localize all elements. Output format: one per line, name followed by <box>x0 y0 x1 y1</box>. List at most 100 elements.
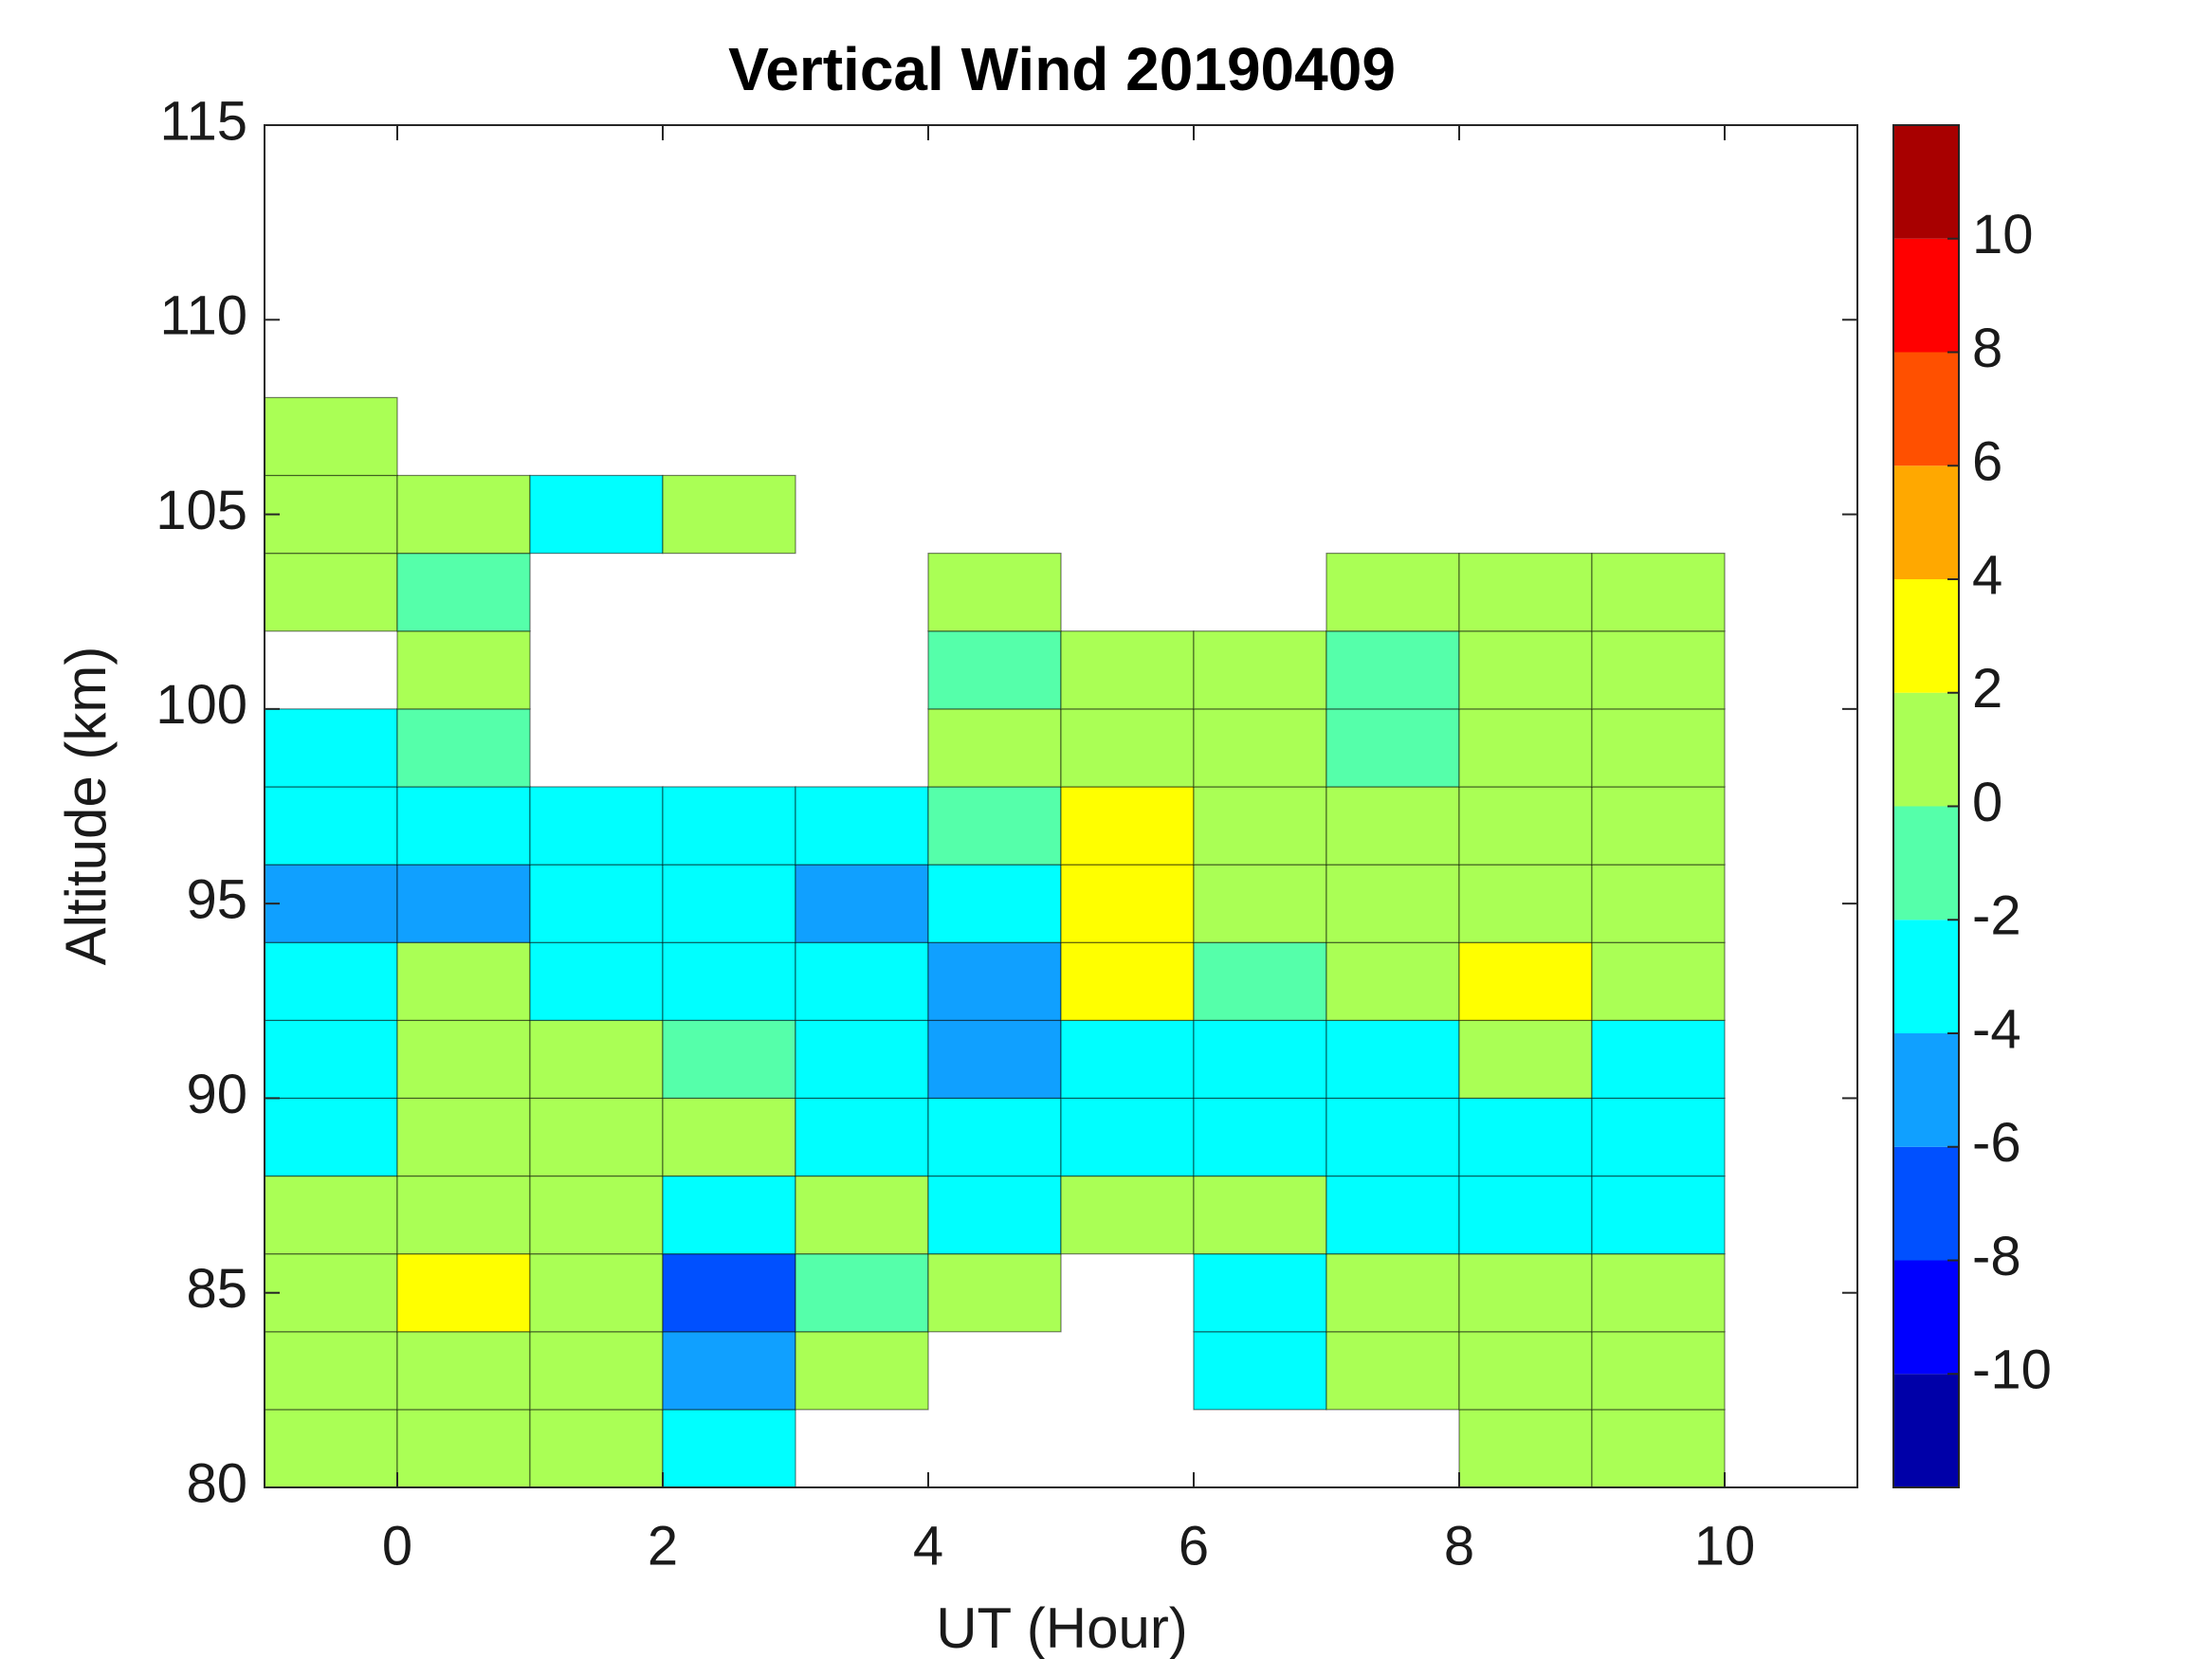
x-tick-label: 10 <box>1694 1515 1756 1577</box>
y-tick-label: 95 <box>186 868 247 930</box>
contour-cell <box>264 553 398 632</box>
contour-cell <box>927 786 1062 866</box>
contour-cell <box>1060 864 1195 943</box>
contour-cell <box>1325 1331 1460 1411</box>
contour-cell <box>1325 553 1460 632</box>
contour-cell <box>1458 941 1593 1021</box>
contour-cell <box>795 941 929 1021</box>
contour-cell <box>662 474 796 555</box>
contour-cell <box>1060 786 1195 866</box>
contour-cell <box>1591 1253 1726 1333</box>
contour-cell <box>1458 1175 1593 1255</box>
contour-cell <box>1591 941 1726 1021</box>
contour-cell <box>1325 708 1460 788</box>
contour-cell <box>529 864 664 943</box>
colorbar-segment <box>1893 579 1959 693</box>
contour-cell <box>927 630 1062 710</box>
contour-cell <box>1325 1175 1460 1255</box>
contour-cell <box>1458 1409 1593 1488</box>
contour-cell <box>264 1331 398 1411</box>
contour-cell <box>396 630 531 710</box>
colorbar-tick-label: 2 <box>1972 658 2002 720</box>
contour-cell <box>795 786 929 866</box>
contour-cell <box>927 864 1062 943</box>
contour-cell <box>396 1409 531 1488</box>
colorbar-tick-label: 0 <box>1972 772 2002 833</box>
contour-cell <box>529 941 664 1021</box>
contour-cell <box>1325 864 1460 943</box>
contour-cell <box>1193 708 1327 788</box>
contour-cell <box>662 1409 796 1488</box>
contour-cell <box>1591 1019 1726 1100</box>
contour-cell <box>1060 708 1195 788</box>
contour-cell <box>1325 1253 1460 1333</box>
contour-cell <box>927 1175 1062 1255</box>
contour-cell <box>662 1331 796 1411</box>
x-tick-label: 6 <box>1179 1515 1209 1577</box>
contour-cell <box>529 1097 664 1177</box>
colorbar-tick-label: -6 <box>1972 1112 2021 1174</box>
colorbar-segment <box>1893 920 1959 1033</box>
contour-cell <box>1458 1331 1593 1411</box>
contour-cell <box>1458 786 1593 866</box>
contour-cell <box>396 708 531 788</box>
contour-cell <box>795 1175 929 1255</box>
contour-cell <box>1193 1097 1327 1177</box>
colorbar-segment <box>1893 1260 1959 1375</box>
colorbar-tick-label: -8 <box>1972 1226 2021 1287</box>
contour-cell <box>396 941 531 1021</box>
contour-cell <box>795 864 929 943</box>
contour-cell <box>1193 1175 1327 1255</box>
contour-cell <box>1060 941 1195 1021</box>
contour-cell <box>529 1019 664 1100</box>
chart-title: Vertical Wind 20190409 <box>728 35 1396 103</box>
contour-cell <box>529 1331 664 1411</box>
contour-cell <box>529 1253 664 1333</box>
contour-cell <box>264 1019 398 1100</box>
contour-cell <box>396 1331 531 1411</box>
contour-cell <box>1591 1409 1726 1488</box>
contour-cell <box>1591 786 1726 866</box>
contour-cell <box>264 1175 398 1255</box>
colorbar-segment <box>1893 238 1959 353</box>
contour-cell <box>264 1253 398 1333</box>
contour-cell <box>1458 1097 1593 1177</box>
contour-cell <box>1060 1019 1195 1100</box>
contour-cell <box>396 1175 531 1255</box>
contour-cell <box>1458 708 1593 788</box>
contour-cell <box>529 1409 664 1488</box>
contour-cell <box>1591 708 1726 788</box>
contour-cell <box>1591 864 1726 943</box>
colorbar-tick-label: 8 <box>1972 318 2002 379</box>
contour-cell <box>264 708 398 788</box>
contour-cell <box>396 1019 531 1100</box>
contour-cell <box>1060 1097 1195 1177</box>
contour-cell <box>1591 630 1726 710</box>
contour-cell <box>396 864 531 943</box>
colorbar-tick-label: -2 <box>1972 885 2021 947</box>
contour-cell <box>1458 1253 1593 1333</box>
contour-cell <box>662 864 796 943</box>
contour-cell <box>1060 1175 1195 1255</box>
contour-cell <box>1325 1097 1460 1177</box>
y-tick-label: 80 <box>186 1452 247 1514</box>
y-tick-label: 90 <box>186 1064 247 1125</box>
contour-cell <box>529 474 664 555</box>
contour-cell <box>927 1253 1062 1333</box>
contour-cell <box>1193 941 1327 1021</box>
contour-cell <box>1591 553 1726 632</box>
contour-cell <box>1325 1019 1460 1100</box>
contour-cell <box>662 786 796 866</box>
contour-cell <box>1591 1175 1726 1255</box>
contour-cell <box>1325 941 1460 1021</box>
contour-cell <box>1193 1253 1327 1333</box>
contour-cell <box>396 1253 531 1333</box>
contour-cell <box>927 708 1062 788</box>
colorbar-segment <box>1893 352 1959 466</box>
x-tick-label: 8 <box>1444 1515 1474 1577</box>
contour-cell <box>396 474 531 555</box>
contour-cell <box>396 1097 531 1177</box>
contour-cell <box>1193 786 1327 866</box>
contour-cell <box>264 941 398 1021</box>
